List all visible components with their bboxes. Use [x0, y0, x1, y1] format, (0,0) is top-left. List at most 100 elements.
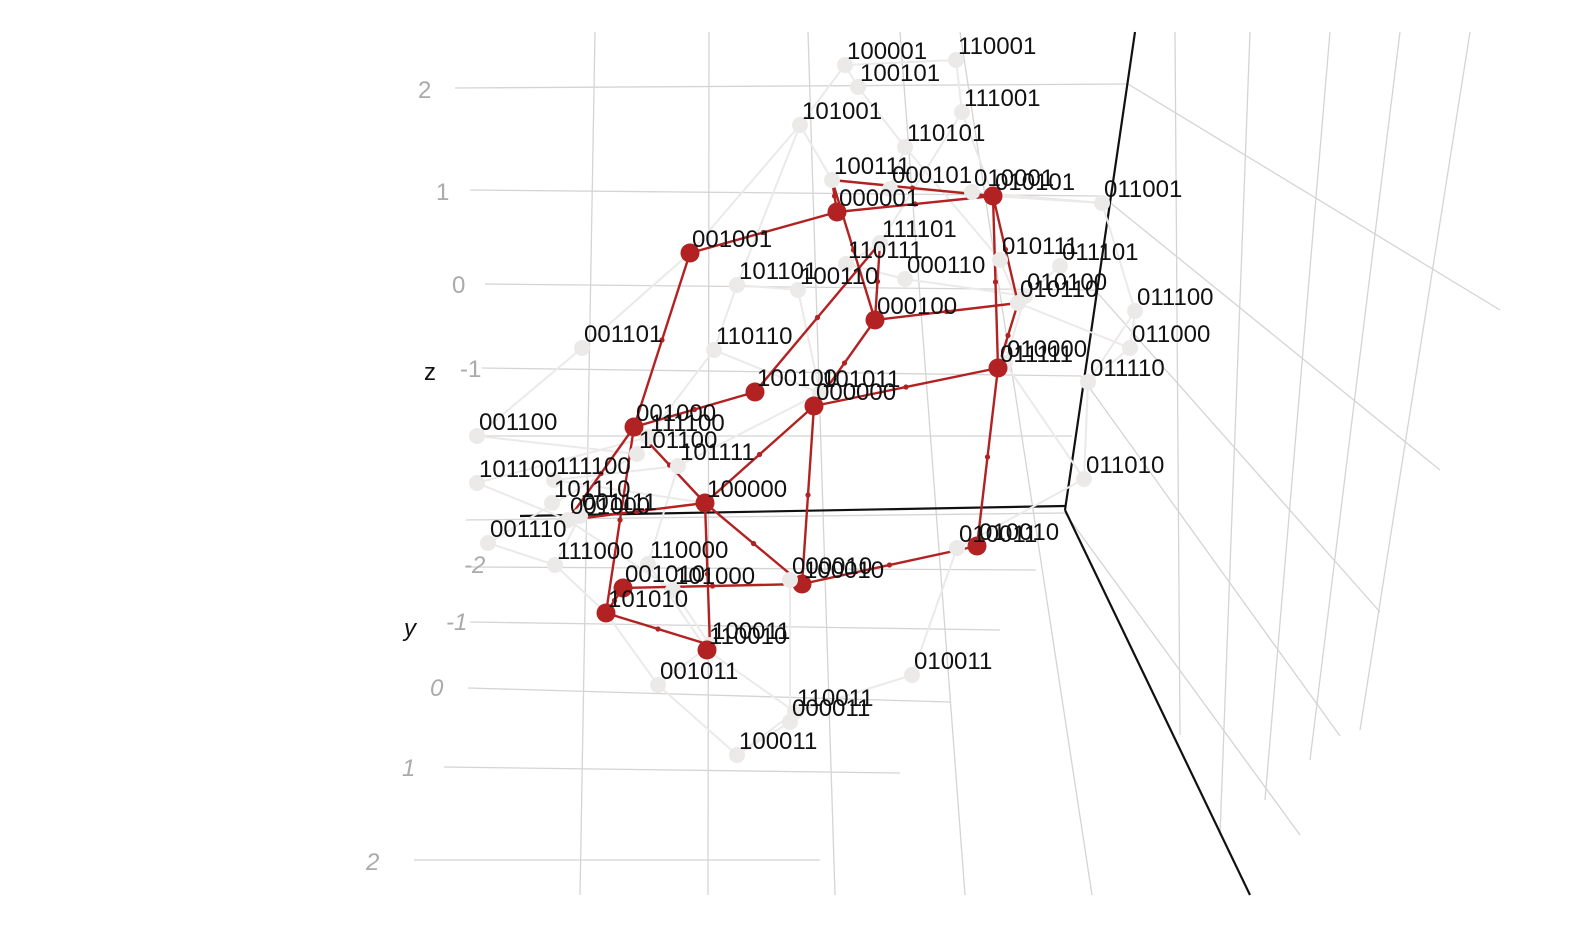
node-100100: [745, 382, 765, 402]
node-label: 100100: [757, 365, 837, 392]
node-label: 001110: [490, 516, 567, 543]
grid-line: [1174, 31, 1181, 736]
node-label: 001111: [582, 489, 657, 516]
z-tick-label: 0: [452, 272, 465, 299]
node-label: 001000: [570, 493, 650, 520]
grid-line: [1080, 375, 1341, 737]
edge: [647, 349, 715, 438]
z-tick-label: 2: [418, 77, 431, 104]
node-010111: [992, 252, 1008, 268]
edge-arrow-marker: [814, 314, 821, 321]
node-010011: [949, 540, 965, 556]
grid-line: [443, 766, 901, 774]
node-label: 110010: [709, 623, 787, 650]
node-label: 001010: [625, 561, 705, 588]
node-label: 101110: [554, 476, 631, 503]
edge: [677, 392, 821, 467]
node-label: 011111: [1000, 341, 1073, 368]
edge-arrow-marker: [841, 360, 848, 366]
node-000001: [827, 202, 847, 222]
grid-line: [707, 31, 710, 896]
edge-arrow-marker: [992, 279, 999, 285]
node-011111: [988, 358, 1008, 378]
node-100101: [850, 79, 866, 95]
node-label: 111101: [882, 216, 957, 243]
edge: [844, 59, 957, 66]
node-label: 101011: [822, 366, 900, 393]
node-001000: [560, 512, 576, 528]
edge-arrow-marker: [704, 571, 711, 577]
node-000101: [882, 181, 898, 197]
grid-line: [1064, 512, 1301, 836]
node-label: 101101: [739, 258, 817, 285]
edge: [476, 435, 638, 455]
axis-frame-line: [1064, 509, 1251, 896]
label-layer: 100001 110001 100101 111001 101001 110101 1001…: [479, 33, 1214, 755]
edge: [713, 284, 738, 351]
node-000110: [897, 271, 913, 287]
edge: [647, 465, 679, 565]
edge: [911, 547, 958, 676]
node-label: 100001: [847, 38, 927, 65]
edge: [476, 436, 649, 484]
edge: [487, 542, 556, 566]
edge: [476, 347, 583, 437]
edge-arrow-marker: [903, 384, 909, 390]
edge-arrow-marker: [750, 540, 757, 547]
edge: [992, 195, 1103, 204]
node-label: 000010: [792, 553, 872, 580]
node-label: 110110: [716, 323, 793, 350]
node-label: 100111: [834, 153, 911, 180]
node-000010: [782, 572, 798, 588]
grid-line: [1127, 83, 1501, 311]
edge: [879, 111, 963, 244]
edge: [713, 349, 821, 394]
node-label: 111100: [650, 410, 725, 437]
node-001011: [650, 677, 666, 693]
edge: [1087, 310, 1136, 383]
node-label: 011000: [1132, 321, 1210, 348]
edge-arrow-marker: [912, 201, 918, 207]
node-011000: [1122, 340, 1138, 356]
node-label: 011101: [1062, 239, 1139, 266]
z-tick-label: 1: [436, 179, 449, 206]
node-label: 100011: [712, 618, 790, 645]
node-010110: [1010, 295, 1026, 311]
edge-arrow-marker: [760, 229, 767, 236]
node-label: 101100: [479, 456, 557, 483]
node-001010: [613, 578, 633, 598]
node-101100: [629, 446, 645, 462]
node-label: 111000: [557, 538, 634, 565]
edge-arrow-marker: [805, 492, 811, 498]
node-label: 000100: [877, 293, 957, 320]
edge-arrow-marker: [691, 406, 698, 413]
edge: [1017, 302, 1131, 349]
y-tick-label: 1: [402, 755, 415, 782]
y-tick-label: -1: [446, 609, 467, 636]
y-axis-title: y: [402, 615, 418, 642]
edge: [1087, 347, 1131, 383]
node-100011: [729, 747, 745, 763]
edge: [553, 479, 706, 504]
node-label: 000011: [792, 695, 870, 722]
z-tick-label: -1: [460, 356, 481, 383]
node-label: 110000: [650, 537, 728, 564]
edge-arrow-marker: [756, 451, 763, 458]
node-layer: [469, 52, 1143, 763]
node-111000: [547, 557, 563, 573]
y-tick-label: 0: [430, 675, 444, 702]
node-label: 110001: [958, 33, 1036, 60]
node-100000: [695, 493, 715, 513]
edge-arrow-marker: [1002, 246, 1009, 253]
node-011100: [1127, 303, 1143, 319]
grid-line: [1094, 289, 1381, 613]
node-label: 001101: [584, 321, 662, 348]
node-label: 010101: [995, 169, 1075, 196]
y-tick-label: -2: [464, 552, 485, 579]
node-label: 101010: [608, 586, 688, 613]
edge: [689, 124, 801, 254]
node-000000: [804, 396, 824, 416]
node-001110: [480, 535, 496, 551]
node-101110: [544, 495, 560, 511]
